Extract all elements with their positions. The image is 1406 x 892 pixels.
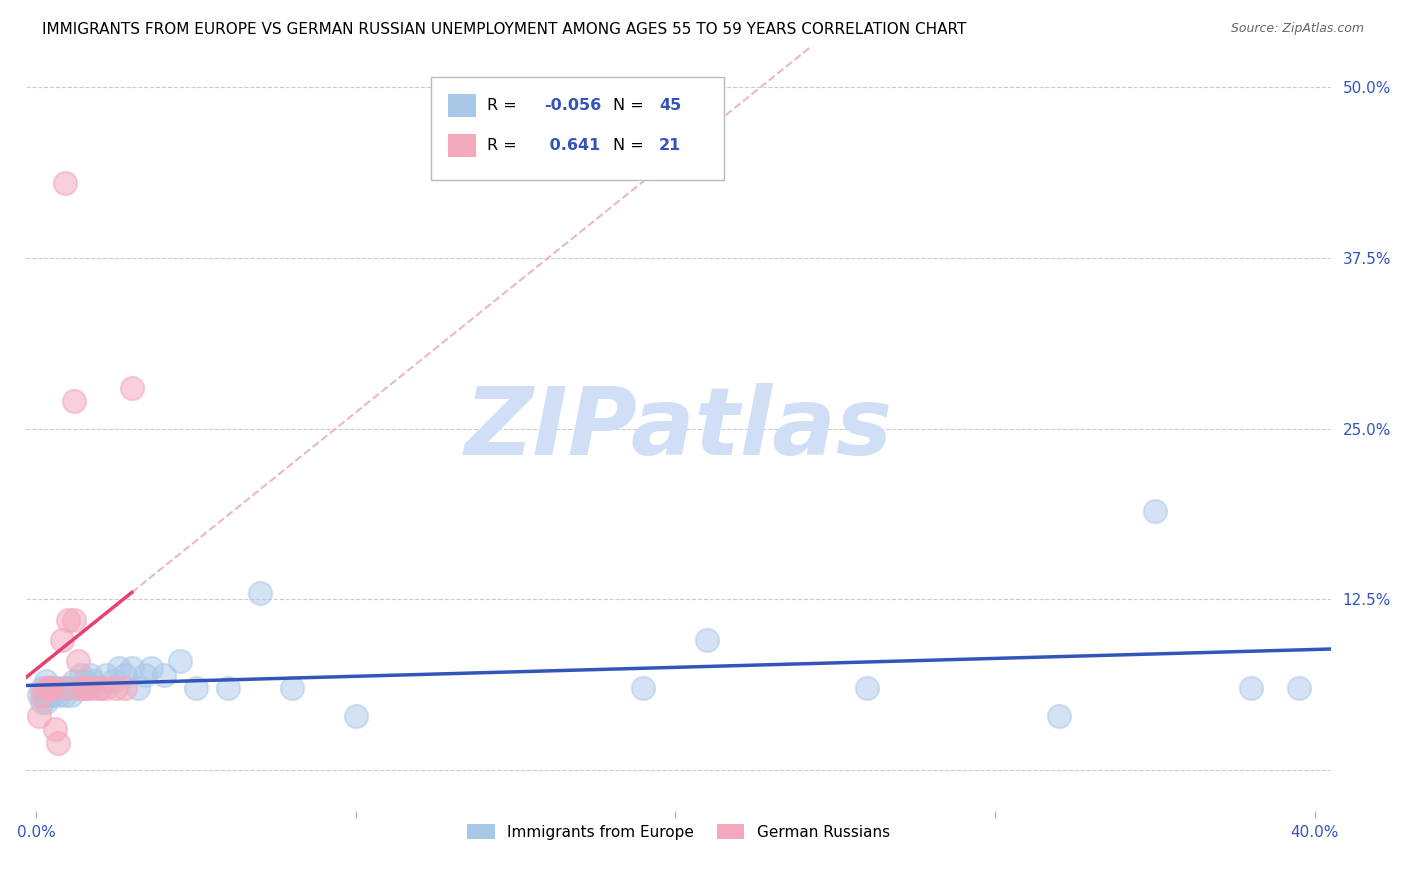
Point <box>127 681 149 696</box>
Point <box>60 688 83 702</box>
Point <box>41 681 63 696</box>
Point <box>79 667 101 681</box>
Legend: Immigrants from Europe, German Russians: Immigrants from Europe, German Russians <box>461 817 896 846</box>
Point <box>28 688 51 702</box>
Point <box>153 667 176 681</box>
Point <box>121 661 143 675</box>
Point <box>82 681 104 696</box>
Point <box>89 681 111 696</box>
Point <box>46 688 69 702</box>
Point <box>34 681 56 696</box>
Point <box>44 723 66 737</box>
Point <box>31 681 53 696</box>
Point <box>31 695 53 709</box>
Point <box>633 681 655 696</box>
Point <box>114 681 136 696</box>
Point <box>46 736 69 750</box>
Point <box>63 613 86 627</box>
Point <box>56 681 79 696</box>
Point <box>1288 681 1310 696</box>
Point <box>344 708 367 723</box>
Point <box>89 681 111 696</box>
Point <box>53 688 76 702</box>
Point <box>96 667 118 681</box>
Point <box>41 688 63 702</box>
Text: N =: N = <box>613 98 650 113</box>
Point <box>249 585 271 599</box>
Point <box>51 633 73 648</box>
Point <box>184 681 207 696</box>
Point <box>63 394 86 409</box>
Point <box>856 681 879 696</box>
FancyBboxPatch shape <box>447 134 477 157</box>
Text: IMMIGRANTS FROM EUROPE VS GERMAN RUSSIAN UNEMPLOYMENT AMONG AGES 55 TO 59 YEARS : IMMIGRANTS FROM EUROPE VS GERMAN RUSSIAN… <box>42 22 966 37</box>
Point <box>56 613 79 627</box>
Point <box>69 681 91 696</box>
Point <box>217 681 239 696</box>
Point <box>1047 708 1070 723</box>
Point <box>53 176 76 190</box>
Point <box>38 681 60 696</box>
Text: -0.056: -0.056 <box>544 98 602 113</box>
Text: N =: N = <box>613 138 650 153</box>
Point <box>96 681 118 696</box>
Point <box>53 681 76 696</box>
Text: 0.641: 0.641 <box>544 138 600 153</box>
Text: 21: 21 <box>659 138 682 153</box>
Point <box>696 633 718 648</box>
Point <box>82 674 104 689</box>
FancyBboxPatch shape <box>447 95 477 118</box>
Point <box>139 661 162 675</box>
Text: R =: R = <box>486 98 522 113</box>
Point <box>108 661 131 675</box>
Point <box>28 708 51 723</box>
Point <box>41 681 63 696</box>
Point <box>134 667 156 681</box>
Point <box>66 654 89 668</box>
Point <box>51 681 73 696</box>
Point <box>76 681 98 696</box>
Point <box>73 681 96 696</box>
Point <box>104 681 127 696</box>
Point <box>66 681 89 696</box>
Point <box>69 667 91 681</box>
Point <box>76 681 98 696</box>
Point <box>73 674 96 689</box>
Point <box>114 667 136 681</box>
Text: Source: ZipAtlas.com: Source: ZipAtlas.com <box>1230 22 1364 36</box>
Point <box>34 674 56 689</box>
Point <box>38 681 60 696</box>
Point <box>1143 503 1166 517</box>
Text: 45: 45 <box>659 98 682 113</box>
Point <box>31 688 53 702</box>
Point <box>280 681 302 696</box>
Text: R =: R = <box>486 138 522 153</box>
Point <box>44 681 66 696</box>
Point <box>1240 681 1263 696</box>
FancyBboxPatch shape <box>430 77 724 180</box>
Point <box>34 695 56 709</box>
Point <box>101 674 124 689</box>
Point <box>169 654 191 668</box>
Point <box>121 381 143 395</box>
Text: ZIPatlas: ZIPatlas <box>464 383 893 475</box>
Point <box>63 674 86 689</box>
Point <box>38 688 60 702</box>
